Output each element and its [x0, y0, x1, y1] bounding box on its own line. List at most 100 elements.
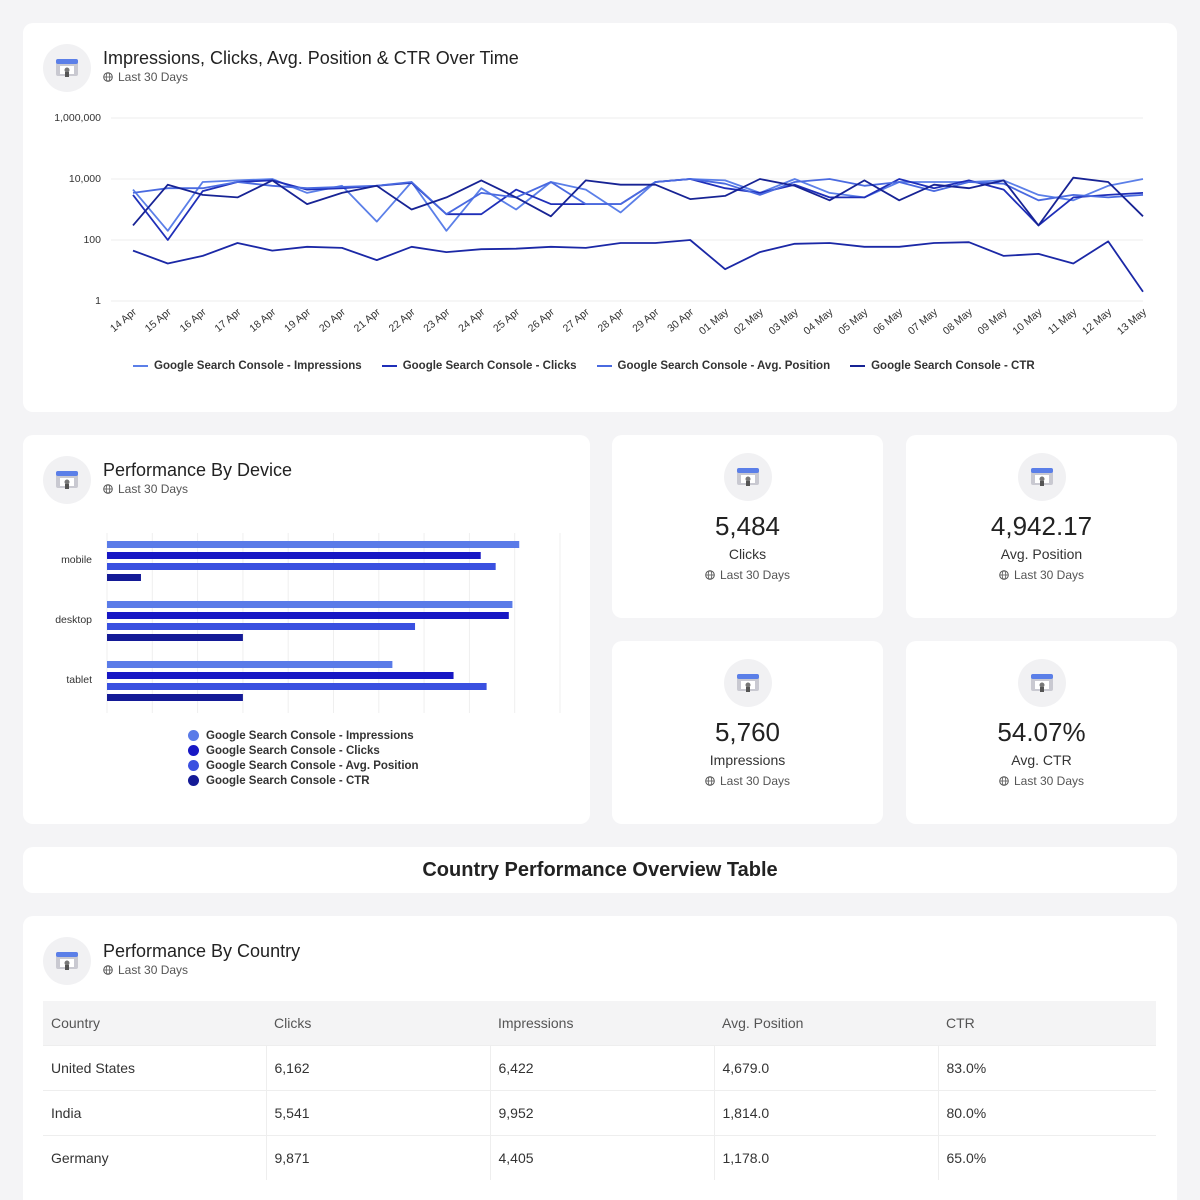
kpi-label: Avg. Position — [1000, 546, 1083, 562]
series-line[interactable] — [132, 176, 1144, 227]
cell-avg-position: 1,178.0 — [714, 1134, 939, 1180]
legend-swatch — [188, 730, 199, 741]
x-tick-label: 13 May — [1115, 306, 1150, 338]
search-console-logo — [1017, 453, 1066, 501]
legend-item-impressions[interactable]: Google Search Console - Impressions — [133, 360, 362, 372]
kpi-value: 4,942.17 — [990, 511, 1093, 541]
x-tick-label: 03 May — [767, 306, 802, 338]
x-tick-label: 07 May — [906, 306, 941, 338]
bar[interactable] — [107, 612, 509, 619]
cell-country: United States — [43, 1044, 267, 1090]
legend-item-avg-position[interactable]: Google Search Console - Avg. Position — [596, 360, 831, 372]
search-console-icon — [736, 468, 759, 486]
y-tick-label: 1 — [95, 295, 101, 307]
legend-item-ctr[interactable]: Google Search Console - CTR — [850, 360, 1035, 372]
cell-impressions: 4,405 — [490, 1134, 715, 1180]
column-header-impressions[interactable]: Impressions — [490, 1001, 714, 1045]
column-header-ctr[interactable]: CTR — [938, 1001, 1156, 1045]
x-tick-label: 30 Apr — [665, 306, 696, 335]
x-tick-label: 24 Apr — [456, 306, 487, 335]
bar[interactable] — [107, 552, 481, 559]
kpi-card-avg-ctr: 54.07% Avg. CTR Last 30 Days — [906, 641, 1177, 824]
kpi-value: 5,760 — [714, 717, 781, 747]
legend-label: Google Search Console - Clicks — [206, 744, 380, 757]
device-bar-chart: mobile desktop tablet — [55, 533, 561, 713]
globe-icon — [999, 776, 1009, 786]
bar[interactable] — [107, 563, 496, 570]
kpi-label: Impressions — [709, 752, 786, 768]
bar[interactable] — [107, 683, 487, 690]
column-header-country[interactable]: Country — [43, 1001, 266, 1045]
time-series-line-chart: 1,000,000 10,000 100 1 14 Apr 15 Apr 16 Apr 17 … — [54, 112, 1150, 338]
x-tick-label: 11 May — [1046, 306, 1080, 337]
kpi-card-avg-position: 4,942.17 Avg. Position Last 30 Days — [906, 435, 1177, 618]
device-legend: Google Search Console - Impressions Goog… — [188, 728, 419, 788]
column-header-avg-position[interactable]: Avg. Position — [714, 1001, 938, 1045]
kpi-subtitle: Last 30 Days — [906, 568, 1177, 582]
x-tick-label: 05 May — [836, 306, 871, 338]
time-series-legend: Google Search Console - Impressions Goog… — [133, 360, 1055, 372]
search-console-logo — [723, 659, 772, 707]
country-table: Country Clicks Impressions Avg. Position… — [43, 1001, 1156, 1180]
cell-country: Germany — [43, 1134, 267, 1180]
bar[interactable] — [107, 574, 141, 581]
legend-label: Google Search Console - Avg. Position — [617, 360, 831, 372]
search-console-logo — [43, 937, 91, 985]
bar[interactable] — [107, 623, 416, 630]
column-header-clicks[interactable]: Clicks — [266, 1001, 490, 1045]
legend-label: Google Search Console - CTR — [871, 360, 1035, 372]
x-tick-label: 23 Apr — [421, 306, 452, 335]
x-tick-label: 15 Apr — [143, 306, 174, 335]
table-row: United States 6,162 6,422 4,679.0 83.0% — [43, 1044, 1156, 1090]
bar[interactable] — [107, 694, 243, 701]
legend-swatch — [188, 775, 199, 786]
card-subtitle: Last 30 Days — [103, 70, 188, 84]
legend-item-ctr[interactable]: Google Search Console - CTR — [188, 773, 419, 788]
cell-clicks: 9,871 — [266, 1134, 491, 1180]
x-tick-label: 10 May — [1010, 306, 1045, 338]
legend-item-avg-position[interactable]: Google Search Console - Avg. Position — [188, 758, 419, 773]
legend-item-clicks[interactable]: Google Search Console - Clicks — [381, 360, 577, 372]
globe-icon — [103, 72, 113, 82]
series-line[interactable] — [132, 178, 1144, 216]
series-line[interactable] — [132, 239, 1144, 293]
legend-item-clicks[interactable]: Google Search Console - Clicks — [188, 743, 419, 758]
legend-label: Google Search Console - Impressions — [206, 729, 414, 742]
search-console-logo — [43, 44, 91, 92]
legend-label: Google Search Console - Impressions — [154, 360, 362, 372]
x-tick-label: 09 May — [976, 306, 1011, 338]
device-card: Performance By Device Last 30 Days mobil… — [23, 435, 590, 824]
globe-icon — [705, 570, 715, 580]
kpi-label: Clicks — [728, 546, 767, 562]
card-title: Performance By Device — [103, 460, 293, 480]
search-console-logo — [723, 453, 772, 501]
globe-icon — [103, 484, 113, 494]
x-tick-label: 29 Apr — [630, 306, 661, 335]
kpi-label: Avg. CTR — [1011, 752, 1072, 768]
card-subtitle: Last 30 Days — [103, 482, 188, 496]
kpi-subtitle: Last 30 Days — [612, 774, 883, 788]
cell-clicks: 6,162 — [266, 1044, 491, 1090]
search-console-icon — [1030, 674, 1053, 692]
search-console-icon — [56, 952, 78, 970]
y-tick-label: 100 — [83, 234, 101, 246]
bar[interactable] — [107, 661, 393, 668]
cell-ctr: 83.0% — [938, 1044, 1156, 1090]
table-header-row: Country Clicks Impressions Avg. Position… — [43, 1001, 1156, 1045]
x-tick-label: 27 Apr — [561, 306, 592, 335]
kpi-card-clicks: 5,484 Clicks Last 30 Days — [612, 435, 883, 618]
x-tick-label: 12 May — [1080, 306, 1115, 338]
x-tick-label: 02 May — [732, 306, 767, 338]
bar[interactable] — [107, 672, 454, 679]
legend-item-impressions[interactable]: Google Search Console - Impressions — [188, 728, 419, 743]
bar[interactable] — [107, 541, 520, 548]
bar[interactable] — [107, 634, 243, 641]
cell-ctr: 65.0% — [938, 1134, 1156, 1180]
kpi-subtitle: Last 30 Days — [612, 568, 883, 582]
x-tick-label: 04 May — [801, 306, 836, 338]
kpi-subtitle-text: Last 30 Days — [719, 774, 791, 788]
kpi-subtitle-text: Last 30 Days — [1013, 774, 1085, 788]
table-row: Germany 9,871 4,405 1,178.0 65.0% — [43, 1134, 1156, 1180]
bar[interactable] — [107, 601, 513, 608]
cell-ctr: 80.0% — [938, 1089, 1156, 1135]
